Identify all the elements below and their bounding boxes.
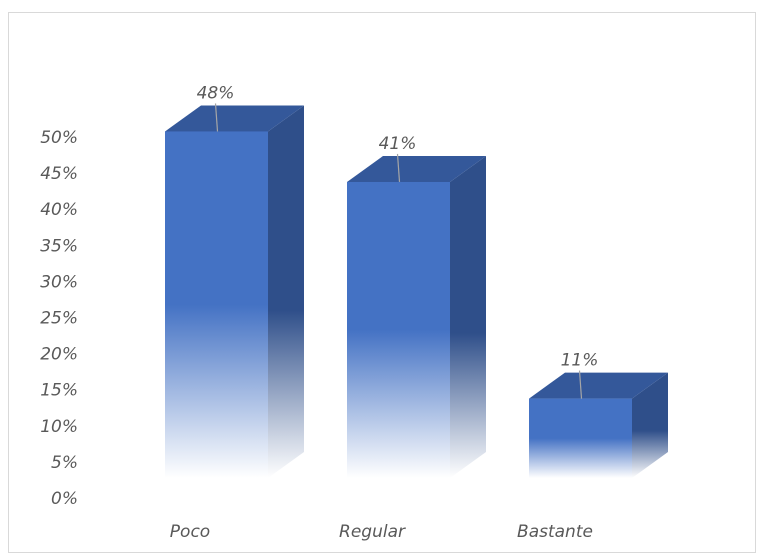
chart-frame [8, 12, 756, 553]
y-tick-label: 30% [40, 272, 78, 292]
x-category-label: Poco [170, 522, 210, 542]
bar-side [268, 105, 304, 478]
bar-poco: 48% [165, 83, 304, 478]
data-label-leader [396, 153, 401, 183]
x-category-label: Regular [339, 522, 406, 542]
bar-top [529, 372, 668, 399]
y-axis: 0% 5% 10% 15% 20% 25% 30% 35% 40% 45% 50% [40, 128, 78, 509]
data-label: 41% [379, 134, 417, 154]
data-label: 11% [561, 351, 599, 371]
y-tick-label: 15% [40, 381, 78, 401]
bar-top [165, 105, 304, 132]
y-tick-label: 25% [40, 309, 78, 329]
bar-regular: 41% [347, 134, 486, 479]
bars-group: 48% 41% 11% [165, 83, 668, 479]
y-tick-label: 45% [40, 164, 78, 184]
y-tick-label: 10% [40, 417, 78, 437]
x-category-label: Bastante [517, 522, 593, 542]
data-label-leader [578, 370, 583, 399]
bar-front [165, 131, 268, 478]
y-tick-label: 20% [40, 345, 78, 365]
bar-top [347, 155, 486, 182]
y-tick-label: 50% [40, 128, 78, 148]
data-label: 48% [197, 83, 235, 103]
data-label-leader [214, 103, 219, 132]
y-tick-label: 40% [40, 200, 78, 220]
y-tick-label: 35% [40, 236, 78, 256]
bar-side [450, 155, 486, 479]
bar-bastante: 11% [529, 351, 668, 478]
bar-front [529, 398, 632, 478]
y-tick-label: 5% [51, 453, 78, 473]
y-tick-label: 0% [51, 489, 78, 509]
bar-side [632, 372, 668, 478]
bar-front [347, 181, 450, 479]
x-axis: Poco Regular Bastante [170, 522, 593, 542]
